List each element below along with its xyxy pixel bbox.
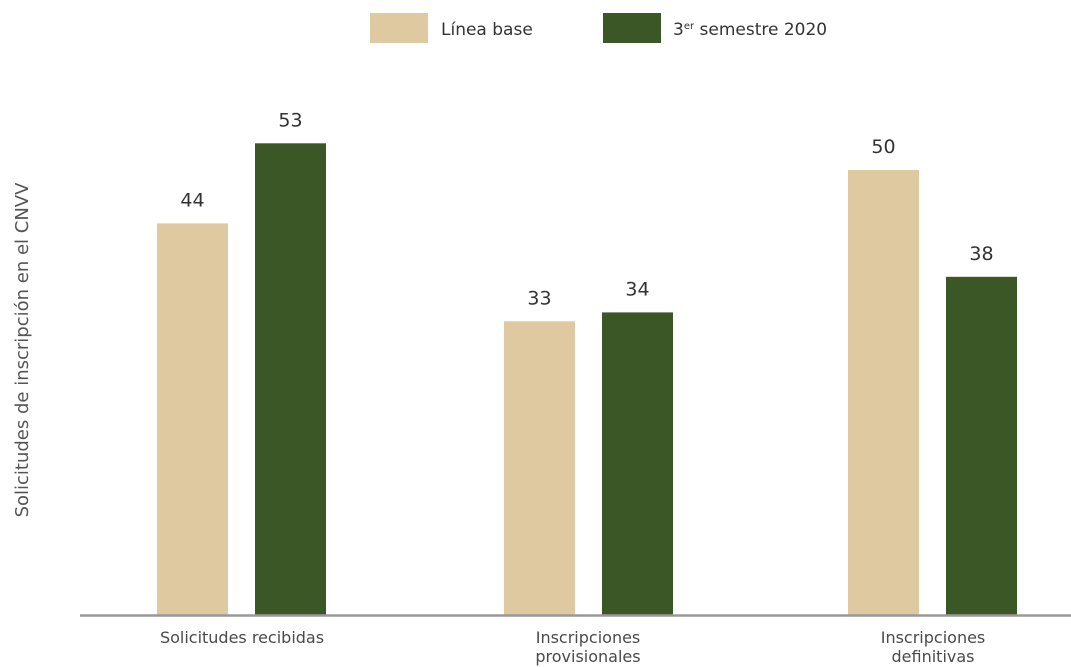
bar-series0-cat0: [157, 223, 228, 615]
category-labels: Solicitudes recibidas Inscripciones provis…: [160, 628, 985, 666]
bars: [157, 143, 1017, 616]
y-axis-title: Solicitudes de inscripción en el CNVV: [12, 182, 33, 518]
category-label-1-line-0: Inscripciones: [536, 628, 641, 647]
category-label-1: Inscripciones provisionales: [535, 628, 640, 666]
value-label-series0-cat2: 50: [871, 136, 895, 158]
legend-label-2020: 3er semestre 2020: [673, 20, 827, 40]
value-label-series1-cat0: 53: [278, 109, 302, 131]
legend: Línea base 3er semestre 2020: [370, 13, 827, 43]
category-label-1-line-1: provisionales: [535, 647, 640, 666]
value-label-series1-cat1: 34: [625, 278, 649, 300]
value-label-series0-cat1: 33: [527, 287, 551, 309]
bar-series1-cat1: [602, 312, 673, 615]
legend-item-baseline: Línea base: [370, 13, 533, 43]
bar-series1-cat2: [946, 276, 1017, 615]
category-label-0: Solicitudes recibidas: [160, 628, 324, 647]
category-label-2-line-1: definitivas: [892, 647, 975, 666]
value-label-series0-cat0: 44: [180, 189, 204, 211]
bar-series0-cat2: [848, 170, 919, 615]
value-label-series1-cat2: 38: [969, 243, 993, 265]
bar-series0-cat1: [504, 321, 575, 615]
legend-label-2020-main: 3: [673, 20, 684, 40]
bar-series1-cat0: [255, 143, 326, 616]
legend-label-2020-sup: er: [684, 21, 695, 32]
legend-swatch-2020: [603, 13, 661, 43]
value-labels: 44 33 50 53 34 38: [180, 109, 993, 309]
legend-label-baseline: Línea base: [441, 20, 533, 40]
category-label-2: Inscripciones definitivas: [881, 628, 986, 666]
legend-label-2020-rest: semestre 2020: [694, 20, 827, 40]
legend-item-2020: 3er semestre 2020: [603, 13, 827, 43]
legend-swatch-baseline: [370, 13, 428, 43]
category-label-0-line-0: Solicitudes recibidas: [160, 628, 324, 647]
category-label-2-line-0: Inscripciones: [881, 628, 986, 647]
